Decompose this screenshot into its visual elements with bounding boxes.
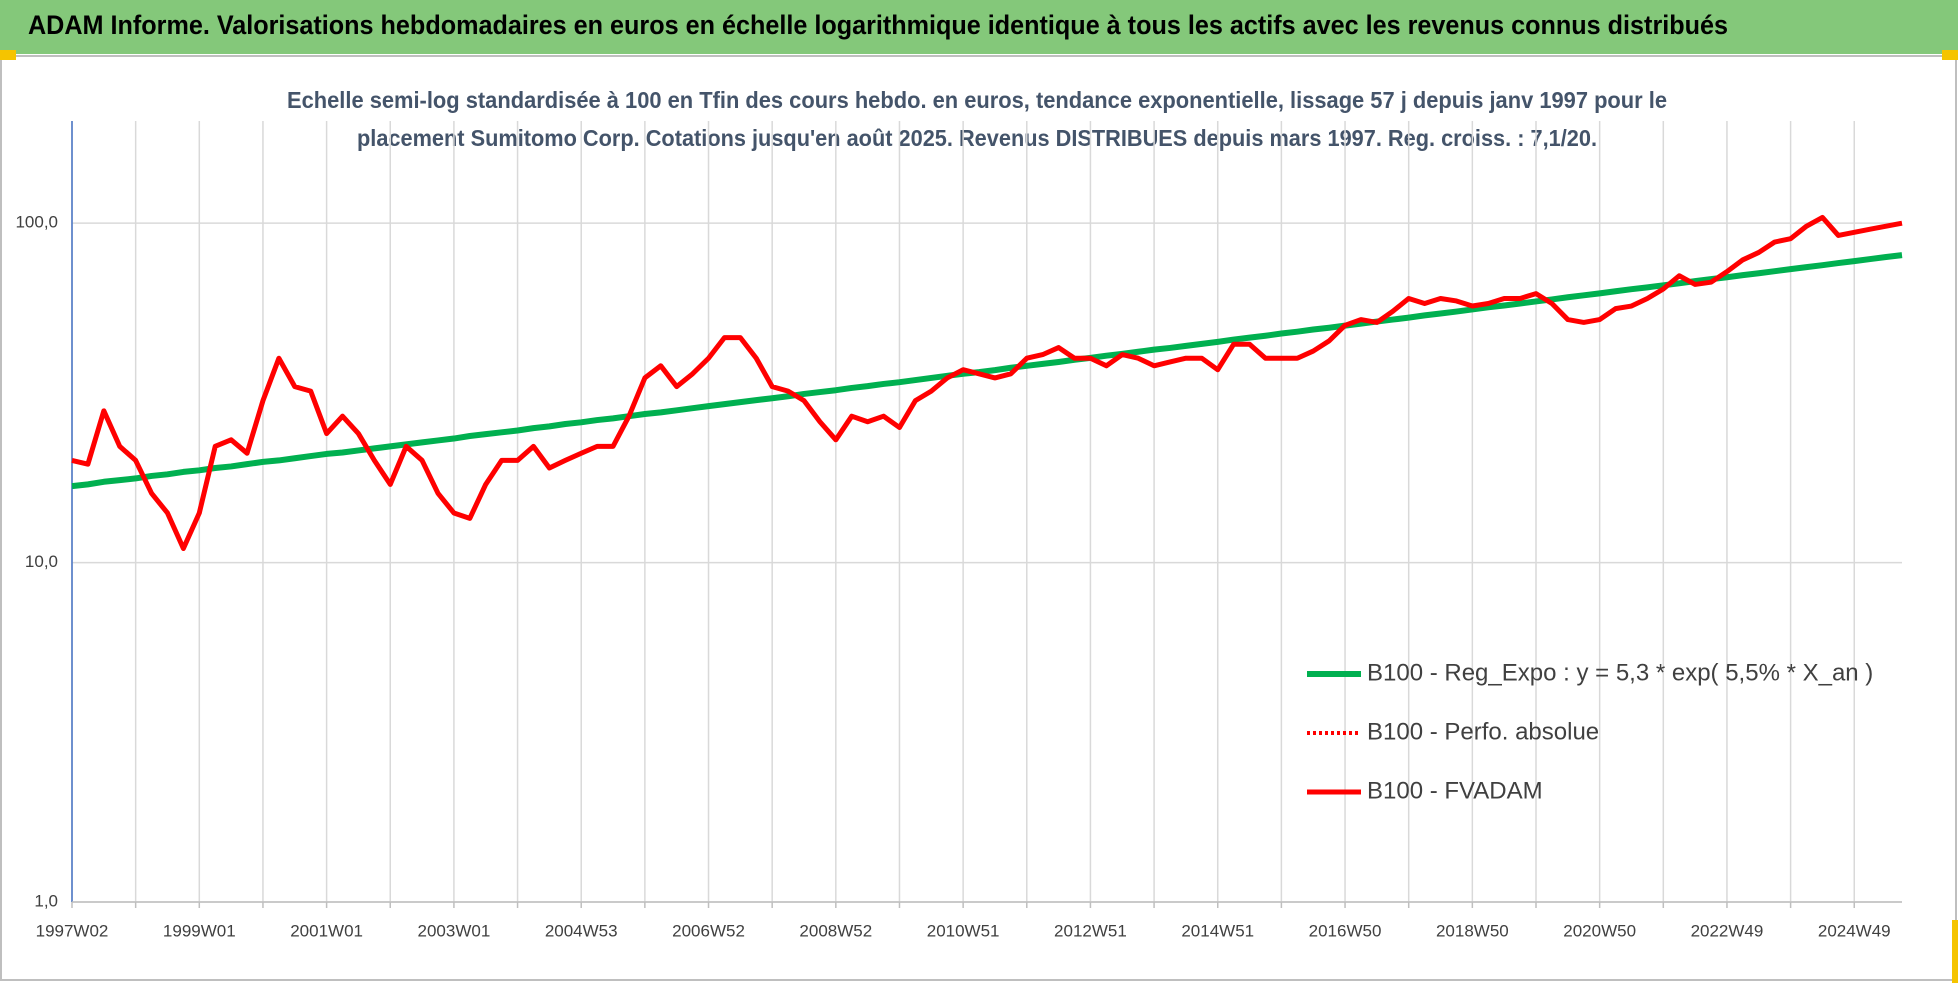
corner xyxy=(1942,50,1958,60)
line-series xyxy=(71,252,1903,490)
x-tick-label: 1997W02 xyxy=(36,921,109,940)
legend-label: B100 - FVADAM xyxy=(1367,777,1543,804)
x-tick-label: 2006W52 xyxy=(672,921,745,940)
x-tick-label: 2003W01 xyxy=(418,921,491,940)
x-tick-label: 1999W01 xyxy=(163,921,236,940)
x-tick-label: 2004W53 xyxy=(545,921,618,940)
plot xyxy=(71,214,1903,552)
y-tick-label: 100,0 xyxy=(15,213,58,232)
chart-subtitle: Echelle semi-log standardisée à 100 en T… xyxy=(287,87,1667,113)
x-tick-label: 2024W49 xyxy=(1818,921,1891,940)
x-tick-label: 2001W01 xyxy=(290,921,363,940)
x-tick-label: 2018W50 xyxy=(1436,921,1509,940)
x-tick-label: 2010W51 xyxy=(927,921,1000,940)
x-tick-label: 2016W50 xyxy=(1309,921,1382,940)
corner xyxy=(0,50,16,60)
y-tick-label: 1,0 xyxy=(34,891,58,910)
legend: B100 - Reg_Expo : y = 5,3 * exp( 5,5% * … xyxy=(1307,659,1873,804)
chart-title: ADAM Informe. Valorisations hebdomadaire… xyxy=(28,10,1728,40)
chart-subtitle: placement Sumitomo Corp. Cotations jusqu… xyxy=(357,125,1597,151)
y-tick-label: 10,0 xyxy=(25,552,58,571)
legend-label: B100 - Perfo. absolue xyxy=(1367,718,1599,745)
title-bar xyxy=(0,0,1958,54)
x-tick-label: 2012W51 xyxy=(1054,921,1127,940)
frame xyxy=(0,55,1957,981)
x-tick-label: 2008W52 xyxy=(799,921,872,940)
corner xyxy=(1952,920,1958,983)
grid: 1,0 10,0 100,0 1997W02 1999W01 2001W01 2003W01… xyxy=(15,121,1902,940)
x-tick-label: 2020W50 xyxy=(1563,921,1636,940)
x-tick-label: 2014W51 xyxy=(1181,921,1254,940)
x-tick-label: 2022W49 xyxy=(1691,921,1764,940)
line-series xyxy=(71,214,1903,552)
legend-label: B100 - Reg_Expo : y = 5,3 * exp( 5,5% * … xyxy=(1367,659,1873,686)
